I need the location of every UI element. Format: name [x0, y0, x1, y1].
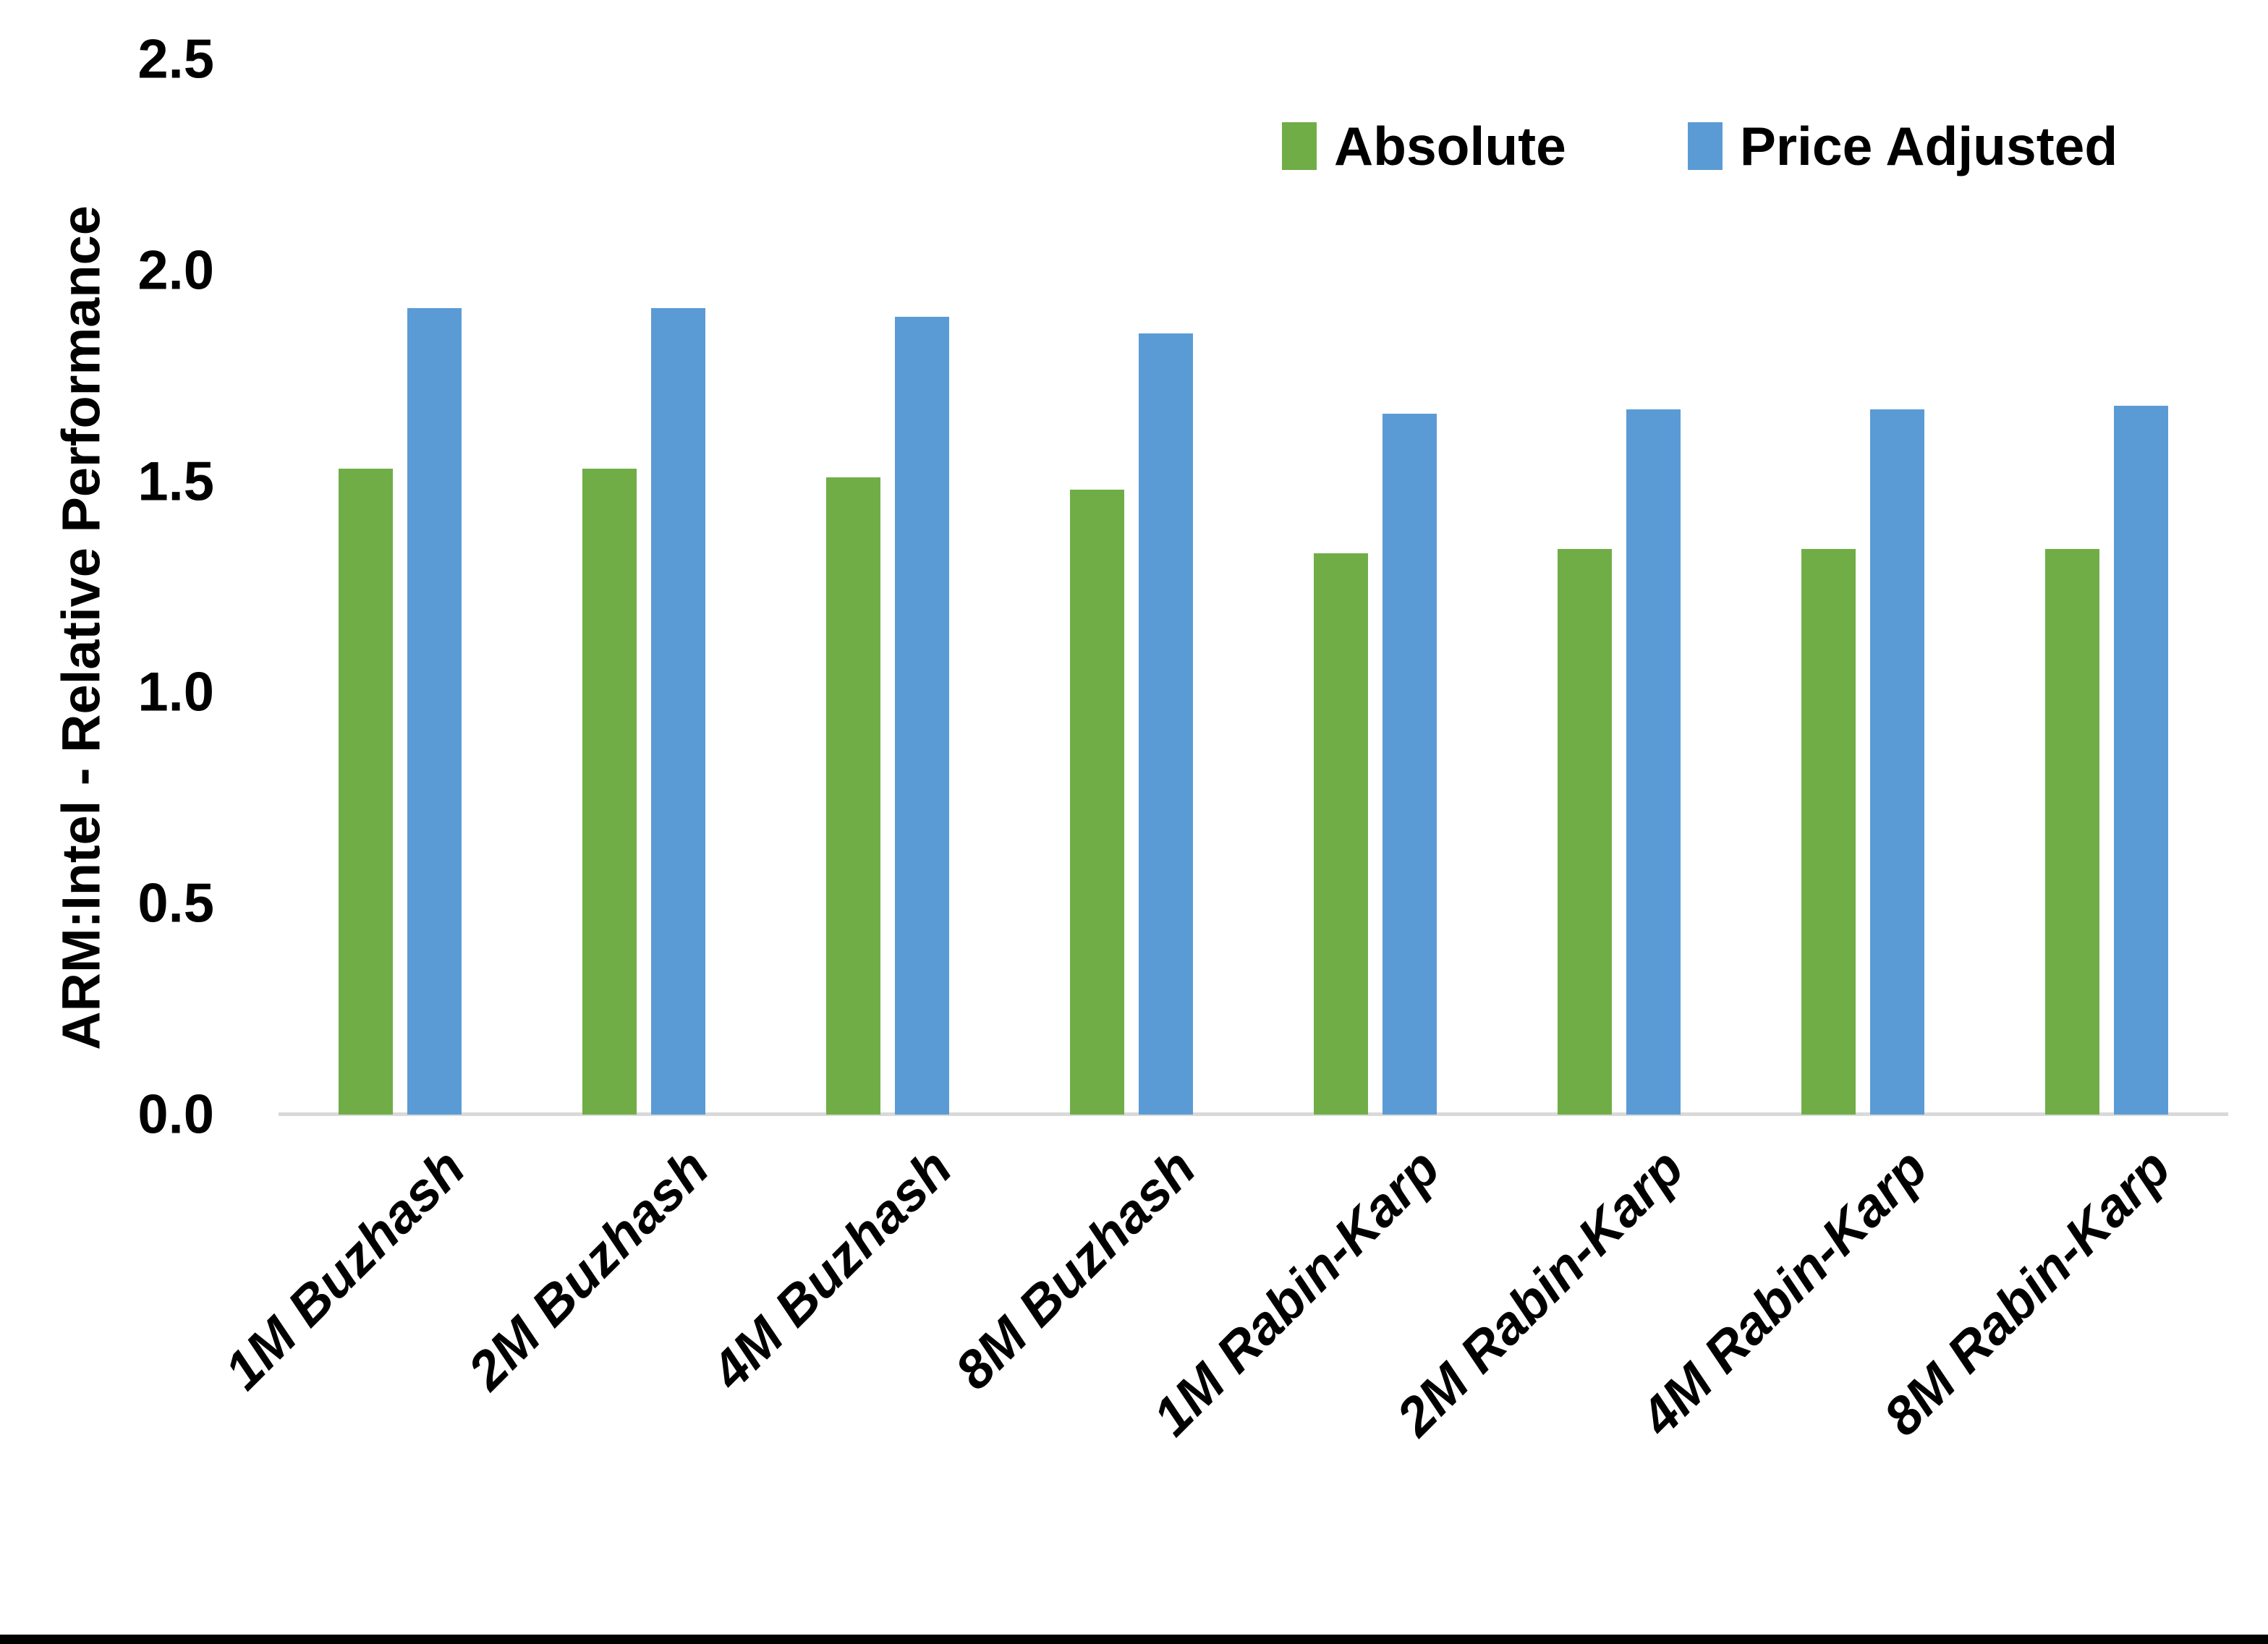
y-tick-label: 1.0 — [137, 661, 214, 723]
bar-price-adjusted-4 — [1139, 333, 1194, 1115]
bar-absolute-2 — [582, 469, 637, 1115]
bar-price-adjusted-6 — [1626, 409, 1681, 1115]
bar-price-adjusted-8 — [2113, 405, 2168, 1115]
bar-price-adjusted-1 — [407, 308, 462, 1115]
y-tick-label: 2.5 — [137, 28, 214, 90]
bar-price-adjusted-3 — [895, 317, 950, 1115]
page-bottom-rule — [0, 1635, 2268, 1644]
legend-item-price-adjusted: Price Adjusted — [1687, 115, 2118, 177]
bar-price-adjusted-5 — [1382, 414, 1437, 1115]
bar-absolute-7 — [1801, 548, 1856, 1115]
x-category-label: 1M Buzhash — [212, 1137, 476, 1401]
legend-label-absolute: Absolute — [1334, 116, 1566, 176]
bar-absolute-5 — [1313, 553, 1368, 1115]
y-tick-label: 2.0 — [137, 239, 214, 302]
y-tick-label: 1.5 — [137, 451, 214, 513]
y-tick-label: 0.0 — [137, 1083, 214, 1146]
bar-price-adjusted-7 — [1869, 409, 1924, 1115]
legend-item-absolute: Absolute — [1282, 115, 1566, 177]
x-axis-baseline — [279, 1112, 2228, 1116]
legend-swatch-absolute-icon — [1282, 122, 1317, 170]
legend-swatch-price-adjusted-icon — [1687, 122, 1723, 170]
bar-absolute-6 — [1557, 548, 1612, 1115]
y-tick-label: 0.5 — [137, 872, 214, 934]
bar-price-adjusted-2 — [651, 308, 706, 1115]
x-category-label: 4M Buzhash — [700, 1137, 964, 1401]
x-category-label: 8M Buzhash — [943, 1137, 1207, 1401]
plot-area — [279, 59, 2228, 1116]
bar-absolute-8 — [2044, 548, 2099, 1115]
legend-label-price-adjusted: Price Adjusted — [1739, 116, 2118, 176]
bar-absolute-3 — [826, 477, 881, 1115]
x-category-label: 2M Buzhash — [456, 1137, 720, 1401]
bar-absolute-1 — [339, 469, 394, 1115]
bar-absolute-4 — [1070, 490, 1125, 1115]
legend: Absolute Price Adjusted — [1282, 110, 2118, 182]
